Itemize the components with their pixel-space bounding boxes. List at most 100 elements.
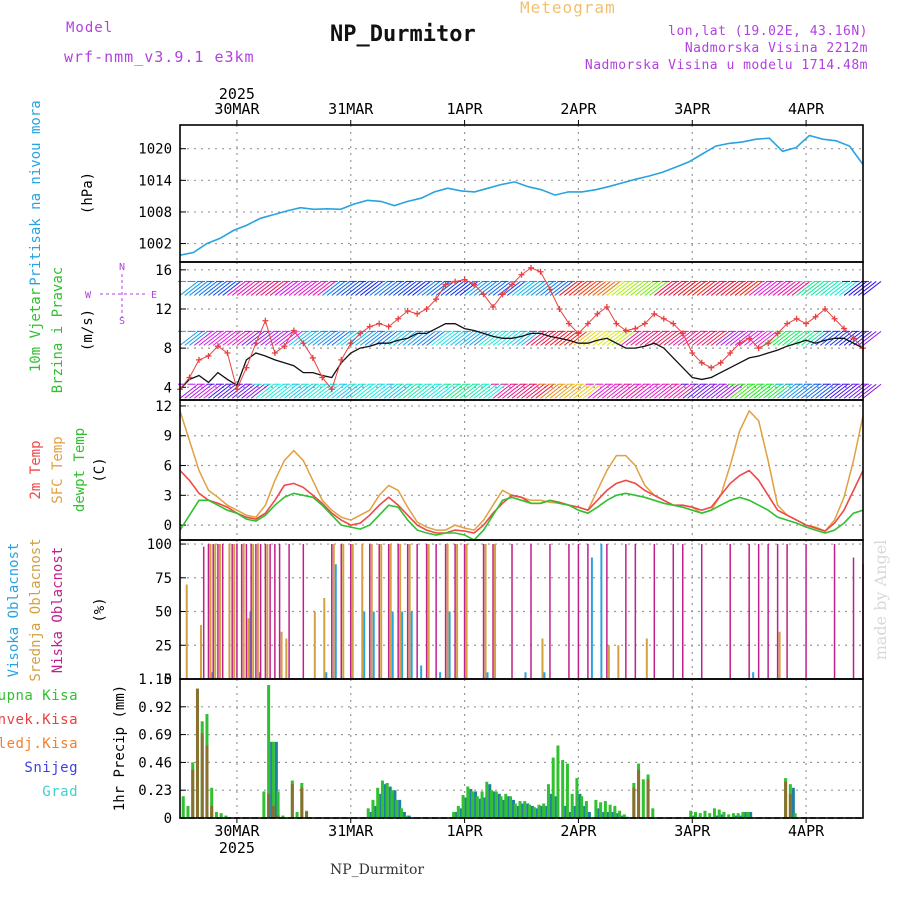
wind-barb bbox=[772, 281, 792, 296]
wind-barb bbox=[241, 383, 260, 399]
day-label-bottom: 4APR bbox=[788, 822, 825, 840]
wind-barb bbox=[511, 383, 531, 399]
wind-barb bbox=[355, 330, 374, 346]
wind-barb bbox=[326, 330, 346, 346]
precip-total-bar bbox=[542, 803, 546, 818]
precip-total-bar bbox=[527, 804, 531, 818]
y-tick-label: 0 bbox=[164, 518, 172, 534]
day-label-bottom: 1APR bbox=[447, 822, 484, 840]
precip-snow-bar bbox=[393, 790, 397, 818]
precip-snow-bar bbox=[734, 815, 738, 818]
wind-barb bbox=[786, 383, 806, 399]
wind-barb bbox=[592, 281, 611, 296]
precip-total-bar bbox=[599, 802, 603, 818]
wind-barb bbox=[393, 330, 412, 346]
precip-total-bar bbox=[570, 793, 574, 818]
wind-barb bbox=[725, 383, 744, 399]
wind-speed-marker bbox=[395, 315, 402, 322]
precip-legend-item: Konvek.Kisa bbox=[0, 712, 78, 728]
precip-snow-bar bbox=[545, 805, 549, 818]
wind-barb bbox=[416, 330, 436, 346]
wind-barb bbox=[208, 281, 227, 296]
wind-gust-line bbox=[179, 323, 864, 390]
wind-barb bbox=[791, 383, 811, 399]
wind-barb bbox=[265, 383, 284, 399]
precip-conv-bar bbox=[290, 784, 294, 818]
wind-speed-marker bbox=[765, 340, 772, 347]
wind-barb bbox=[179, 383, 199, 399]
wind-barb bbox=[653, 383, 673, 399]
wind-barb bbox=[326, 281, 346, 296]
wind-barb bbox=[862, 383, 882, 399]
model-elevation-label: Nadmorska Visina u modelu 1714.48m bbox=[584, 58, 868, 73]
wind-barb bbox=[426, 383, 445, 399]
precip-snow-bar bbox=[516, 805, 520, 818]
precip-snow-bar bbox=[720, 814, 724, 818]
precip-snow-bar bbox=[616, 813, 620, 818]
wind-barb bbox=[307, 383, 327, 399]
precip-snow-bar bbox=[535, 808, 539, 818]
precip-snow-bar bbox=[369, 811, 373, 818]
wind-barb bbox=[303, 383, 322, 399]
y-tick-label: 9 bbox=[164, 429, 172, 445]
wind-barb bbox=[573, 281, 592, 296]
wind-barb bbox=[597, 383, 616, 399]
wind-barb bbox=[535, 383, 555, 399]
wind-barb bbox=[312, 330, 332, 346]
wind-barb bbox=[388, 383, 408, 399]
wind-barb bbox=[578, 281, 597, 296]
wind-barb bbox=[483, 383, 502, 399]
wind-barb bbox=[682, 281, 702, 296]
precip-snow-bar bbox=[388, 786, 392, 818]
wind-speed-marker bbox=[641, 320, 648, 327]
wind-barb bbox=[416, 281, 436, 296]
wind-barb bbox=[563, 383, 583, 399]
wind-barb bbox=[763, 281, 782, 296]
precip-total-bar bbox=[181, 796, 185, 818]
precip-snow-bar bbox=[512, 799, 516, 818]
precip-total-bar bbox=[276, 791, 280, 818]
wind-barb bbox=[587, 330, 607, 346]
wind-barb bbox=[801, 330, 820, 346]
precip-total-bar bbox=[475, 796, 479, 818]
y-tick-label: 0.23 bbox=[138, 783, 172, 799]
wind-speed-marker bbox=[461, 276, 468, 283]
wind-barb bbox=[246, 281, 265, 296]
precip-total-bar bbox=[509, 796, 513, 818]
precip-conv-bar bbox=[646, 779, 650, 818]
wind-barb bbox=[611, 330, 630, 346]
wind-unit-label: (m/s) bbox=[80, 309, 96, 351]
precip-snow-bar bbox=[488, 784, 492, 818]
day-label-bottom: 2APR bbox=[560, 822, 597, 840]
precip-total-bar bbox=[717, 809, 721, 818]
wind-barb bbox=[706, 330, 725, 346]
footer-title: NP_Durmitor bbox=[330, 862, 425, 878]
wind-barb bbox=[511, 330, 531, 346]
wind-speed-marker bbox=[357, 330, 364, 337]
wind-barb bbox=[720, 281, 740, 296]
wind-barb bbox=[198, 383, 218, 399]
wind-barb bbox=[810, 281, 830, 296]
wind-speed-marker bbox=[556, 305, 563, 312]
wind-barb bbox=[440, 330, 460, 346]
precip-total-bar bbox=[471, 791, 475, 818]
wind-barb bbox=[189, 383, 208, 399]
precip-total-bar bbox=[404, 815, 408, 818]
wind-barb bbox=[198, 330, 218, 346]
precip-total-bar bbox=[561, 759, 565, 818]
precip-snow-bar bbox=[507, 796, 511, 818]
wind-barb bbox=[644, 330, 664, 346]
wind-barb bbox=[483, 330, 502, 346]
precip-total-bar bbox=[456, 805, 460, 818]
wind-barb bbox=[284, 281, 303, 296]
wind-barb bbox=[767, 281, 787, 296]
wind-barb bbox=[288, 281, 308, 296]
wind-barb bbox=[402, 281, 422, 296]
wind-barb bbox=[435, 383, 455, 399]
wind-speed-marker bbox=[309, 354, 316, 361]
precip-conv-bar bbox=[632, 787, 636, 818]
y-tick-label: 12 bbox=[155, 399, 172, 415]
wind-barb bbox=[810, 330, 830, 346]
wind-barb bbox=[857, 383, 877, 399]
wind-speed-marker bbox=[622, 327, 629, 334]
